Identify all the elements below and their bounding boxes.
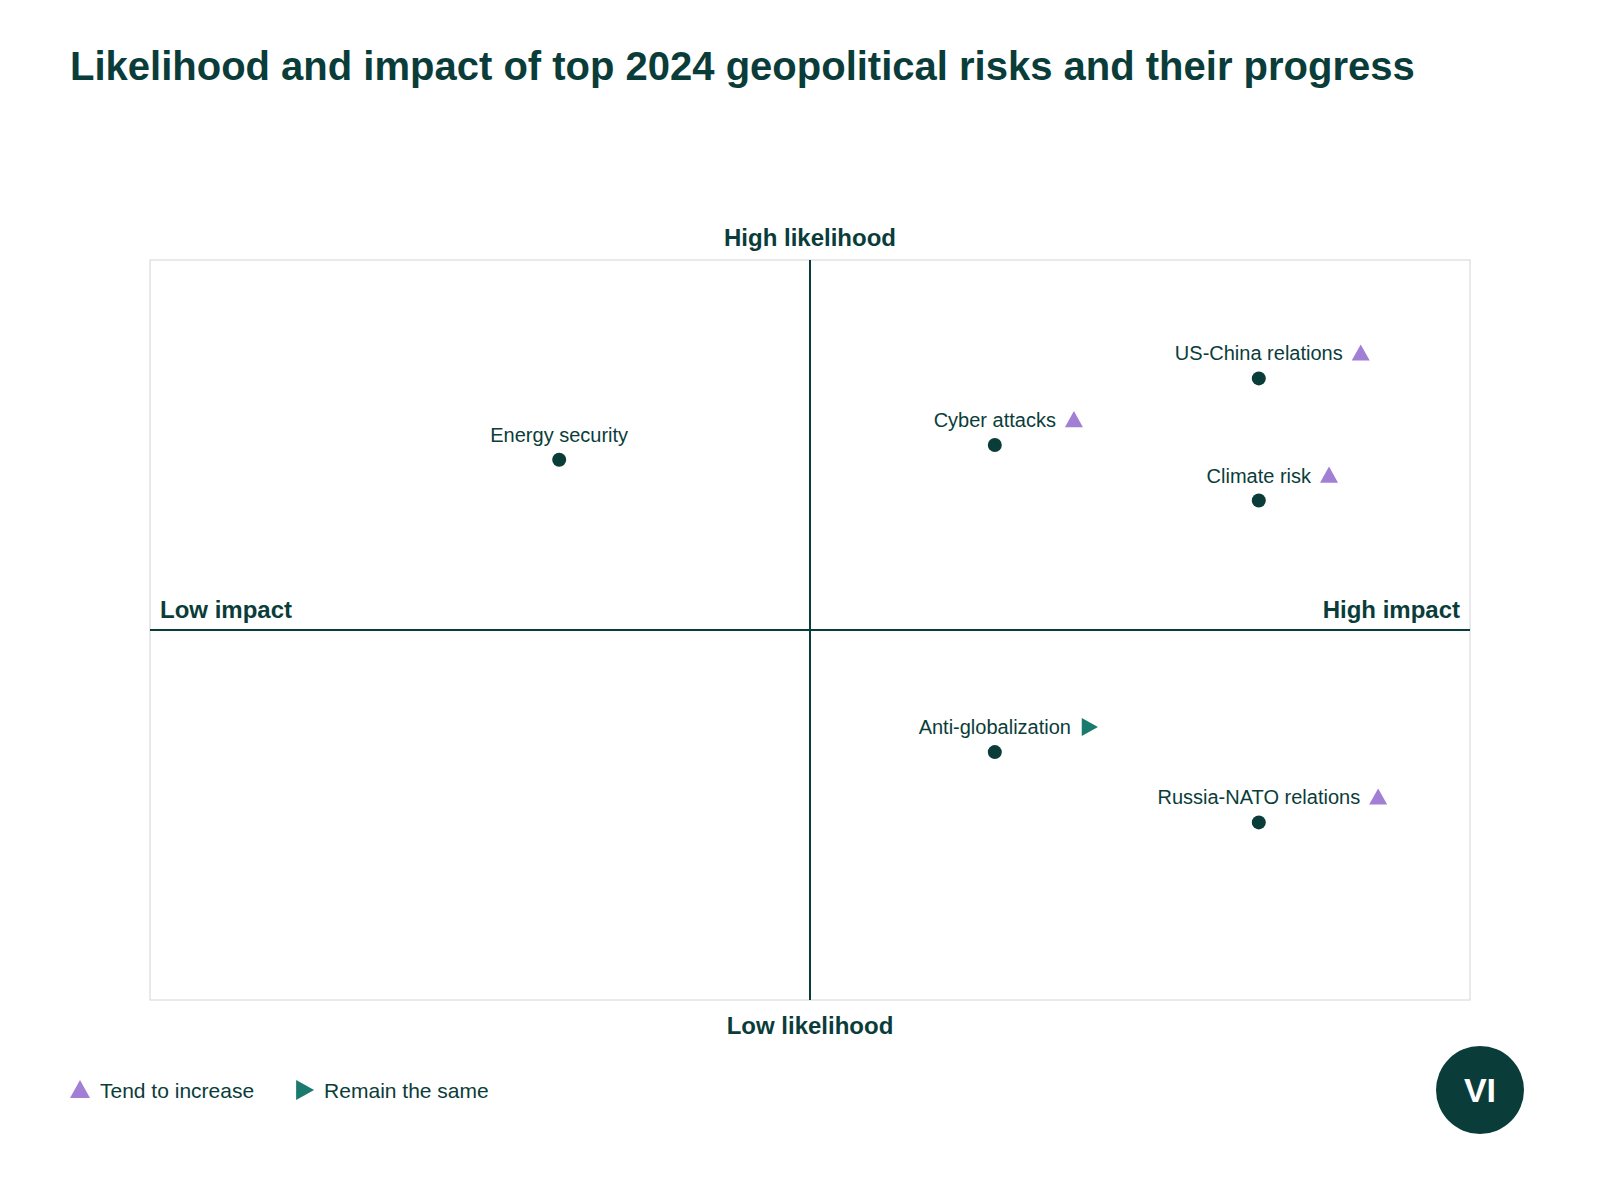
logo-circle [1436, 1046, 1524, 1134]
trend-marker [1082, 718, 1098, 736]
chart: Likelihood and impact of top 2024 geopol… [0, 0, 1600, 1200]
trend-marker [1352, 344, 1370, 360]
legend-label: Remain the same [324, 1079, 489, 1102]
point-label: Cyber attacks [934, 409, 1056, 431]
point [1252, 371, 1266, 385]
axis-label: Low impact [160, 596, 292, 623]
plot-frame [150, 260, 1470, 1000]
point-label: Russia-NATO relations [1157, 786, 1360, 808]
point-label: US-China relations [1175, 342, 1343, 364]
point-label: Energy security [490, 424, 628, 446]
axis-label: High impact [1323, 596, 1460, 623]
legend-marker [70, 1080, 90, 1098]
trend-marker [1065, 411, 1083, 427]
legend-marker [296, 1080, 314, 1100]
point-labels: US-China relations Energy security Cyber a… [490, 342, 1387, 808]
point-label: Climate risk [1207, 465, 1312, 487]
legend-label: Tend to increase [100, 1079, 254, 1102]
point [988, 745, 1002, 759]
marks [552, 371, 1266, 829]
trend-marker [1320, 467, 1338, 483]
title: Likelihood and impact of top 2024 geopol… [70, 44, 1415, 88]
point [988, 438, 1002, 452]
trend-marker [1369, 788, 1387, 804]
point [552, 453, 566, 467]
y-axis-line [809, 260, 811, 1000]
point-label: Anti-globalization [919, 716, 1071, 738]
point [1252, 494, 1266, 508]
axis-label: High likelihood [724, 224, 896, 251]
title-line: Likelihood and impact of top 2024 geopol… [70, 44, 1415, 88]
axis-label: Low likelihood [727, 1012, 894, 1039]
logo: VI [1464, 1071, 1496, 1109]
point [1252, 815, 1266, 829]
